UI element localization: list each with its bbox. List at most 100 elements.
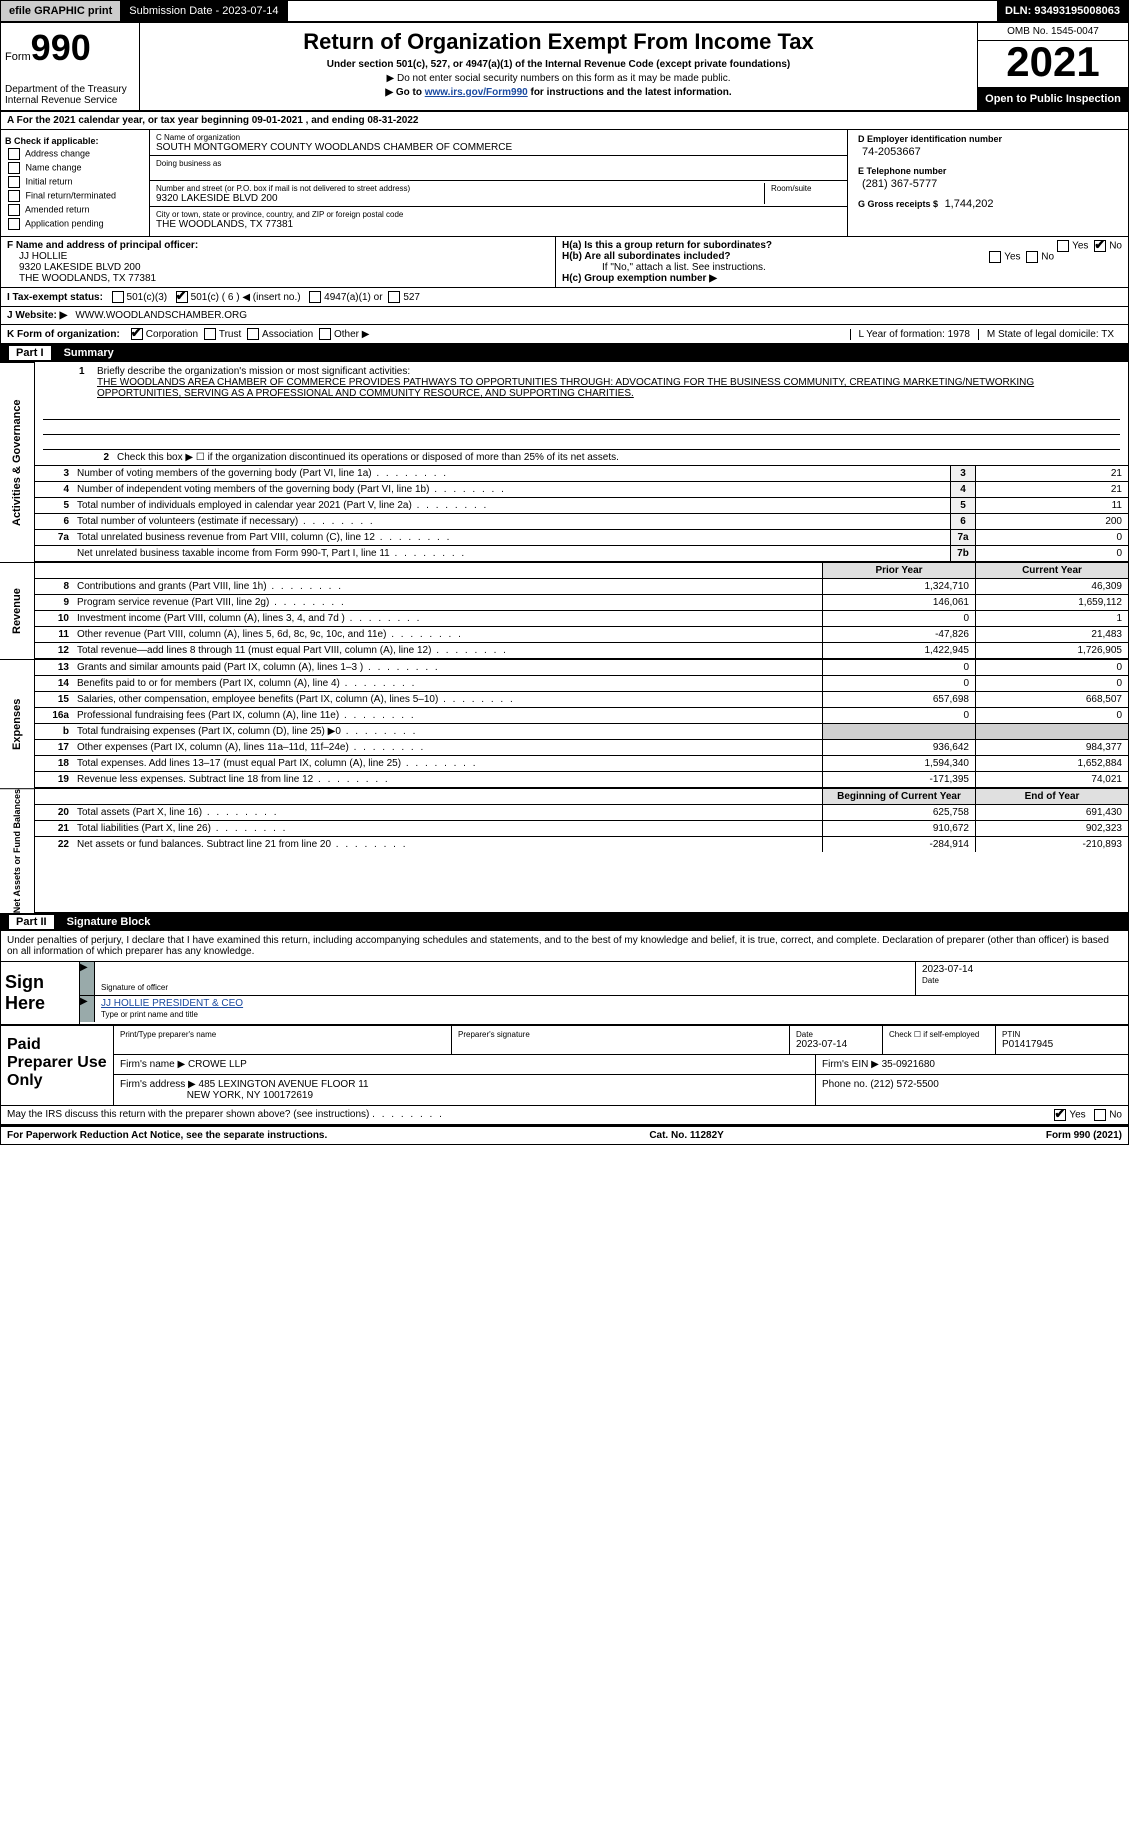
table-row: Net unrelated business taxable income fr…	[35, 545, 1128, 561]
table-row: 7aTotal unrelated business revenue from …	[35, 529, 1128, 545]
mission-label: Briefly describe the organization's miss…	[97, 366, 410, 377]
street-label: Number and street (or P.O. box if mail i…	[156, 184, 410, 193]
paid-label: Paid Preparer Use Only	[1, 1026, 114, 1105]
ptin-label: PTIN	[1002, 1030, 1122, 1039]
irs-gov-link[interactable]: www.irs.gov/Form990	[425, 87, 528, 98]
f-label: F Name and address of principal officer:	[7, 240, 198, 251]
table-row: 9Program service revenue (Part VIII, lin…	[35, 594, 1128, 610]
arrow-icon: ▶	[80, 962, 94, 995]
city-label: City or town, state or province, country…	[156, 210, 403, 219]
k-corp[interactable]	[131, 328, 143, 340]
m-state: M State of legal domicile: TX	[978, 329, 1122, 340]
tax-year: 2021	[978, 41, 1128, 88]
firm-addr1: 485 LEXINGTON AVENUE FLOOR 11	[199, 1079, 369, 1090]
section-b-checks: B Check if applicable: Address change Na…	[1, 130, 150, 236]
prep-date-label: Date	[796, 1030, 876, 1039]
ha-yes[interactable]	[1057, 240, 1069, 252]
k-label: K Form of organization:	[7, 329, 120, 340]
part-ii-header: Part II Signature Block	[0, 913, 1129, 931]
table-row: 16aProfessional fundraising fees (Part I…	[35, 707, 1128, 723]
k-assoc[interactable]	[247, 328, 259, 340]
type-label: Type or print name and title	[101, 1010, 198, 1019]
sign-here-label: Sign Here	[1, 962, 80, 1024]
i-4947[interactable]	[309, 291, 321, 303]
ptin-val: P01417945	[1002, 1039, 1053, 1050]
side-governance: Activities & Governance	[0, 362, 35, 562]
id-block: B Check if applicable: Address change Na…	[0, 130, 1129, 237]
table-row: 5Total number of individuals employed in…	[35, 497, 1128, 513]
table-row: bTotal fundraising expenses (Part IX, co…	[35, 723, 1128, 739]
side-revenue: Revenue	[0, 562, 35, 659]
line-k: K Form of organization: Corporation Trus…	[0, 325, 1129, 344]
i-501c[interactable]	[176, 291, 188, 303]
table-row: 12Total revenue—add lines 8 through 11 (…	[35, 642, 1128, 658]
arrow-icon-2: ▶	[80, 996, 94, 1022]
sig-officer-label: Signature of officer	[101, 983, 168, 992]
b-item-4: Amended return	[25, 204, 90, 214]
line-i: I Tax-exempt status: 501(c)(3) 501(c) ( …	[0, 288, 1129, 307]
signature-block: Under penalties of perjury, I declare th…	[0, 931, 1129, 1025]
check-self: Check ☐ if self-employed	[889, 1030, 989, 1039]
officer-addr1: 9320 LAKESIDE BLVD 200	[19, 262, 549, 273]
hb-note: If "No," attach a list. See instructions…	[562, 262, 1122, 273]
footer-left: For Paperwork Reduction Act Notice, see …	[7, 1130, 327, 1141]
hb-yes[interactable]	[989, 251, 1001, 263]
city-value: THE WOODLANDS, TX 77381	[156, 219, 293, 230]
mission-block: 1 Briefly describe the organization's mi…	[35, 362, 1128, 450]
footer-right: Form 990 (2021)	[1046, 1130, 1122, 1141]
k-other[interactable]	[319, 328, 331, 340]
line-a-taxyear: A For the 2021 calendar year, or tax yea…	[0, 112, 1129, 130]
top-bar: efile GRAPHIC print Submission Date - 20…	[0, 0, 1129, 23]
fh-block: F Name and address of principal officer:…	[0, 237, 1129, 288]
part-ii-num: Part II	[9, 915, 54, 929]
sub3-a: ▶ Go to	[385, 87, 424, 98]
hb-label: H(b) Are all subordinates included?	[562, 251, 731, 262]
hc-label: H(c) Group exemption number ▶	[562, 273, 717, 284]
i-527[interactable]	[388, 291, 400, 303]
subtitle-3: ▶ Go to www.irs.gov/Form990 for instruct…	[146, 87, 971, 98]
taxyear-text: For the 2021 calendar year, or tax year …	[17, 115, 419, 126]
table-row: 17Other expenses (Part IX, column (A), l…	[35, 739, 1128, 755]
b-item-1: Name change	[26, 162, 82, 172]
firm-name-label: Firm's name ▶	[120, 1059, 185, 1070]
table-row: 8Contributions and grants (Part VIII, li…	[35, 578, 1128, 594]
b-label: B Check if applicable:	[5, 136, 145, 146]
table-row: 22Net assets or fund balances. Subtract …	[35, 836, 1128, 852]
side-expenses: Expenses	[0, 659, 35, 788]
hb-no[interactable]	[1026, 251, 1038, 263]
i-label: I Tax-exempt status:	[7, 292, 103, 303]
hdr-current: Current Year	[975, 563, 1128, 578]
form-990: 990	[31, 27, 91, 68]
dba-label: Doing business as	[156, 159, 221, 168]
gross-receipts: 1,744,202	[945, 198, 994, 210]
officer-addr2: THE WOODLANDS, TX 77381	[19, 273, 549, 284]
discuss-q: May the IRS discuss this return with the…	[7, 1109, 369, 1120]
c-name-label: C Name of organization	[156, 133, 240, 142]
b-item-0: Address change	[25, 148, 90, 158]
discuss-yes[interactable]	[1054, 1109, 1066, 1121]
sig-date: 2023-07-14	[922, 964, 973, 975]
table-row: 4Number of independent voting members of…	[35, 481, 1128, 497]
b-item-5: Application pending	[25, 218, 104, 228]
table-row: 21Total liabilities (Part X, line 26)910…	[35, 820, 1128, 836]
line-j: J Website: ▶ WWW.WOODLANDSCHAMBER.ORG	[0, 307, 1129, 325]
net-hdr: Beginning of Current Year End of Year	[35, 788, 1128, 804]
check-name-change[interactable]	[8, 162, 20, 174]
j-label: J Website: ▶	[7, 310, 67, 321]
check-initial-return[interactable]	[8, 176, 20, 188]
form-prefix: Form	[5, 51, 31, 63]
k-trust[interactable]	[204, 328, 216, 340]
form-header: Form990 Department of the Treasury Inter…	[0, 23, 1129, 112]
check-address-change[interactable]	[8, 148, 20, 160]
officer-name: JJ HOLLIE	[19, 251, 549, 262]
ha-no[interactable]	[1094, 240, 1106, 252]
check-amended[interactable]	[8, 204, 20, 216]
perjury-decl: Under penalties of perjury, I declare th…	[1, 931, 1128, 962]
check-app-pending[interactable]	[8, 218, 20, 230]
officer-name-title[interactable]: JJ HOLLIE PRESIDENT & CEO	[101, 998, 243, 1009]
firm-name: CROWE LLP	[188, 1059, 247, 1070]
discuss-no[interactable]	[1094, 1109, 1106, 1121]
i-501c3[interactable]	[112, 291, 124, 303]
hdr-prior: Prior Year	[822, 563, 975, 578]
check-final-return[interactable]	[8, 190, 20, 202]
